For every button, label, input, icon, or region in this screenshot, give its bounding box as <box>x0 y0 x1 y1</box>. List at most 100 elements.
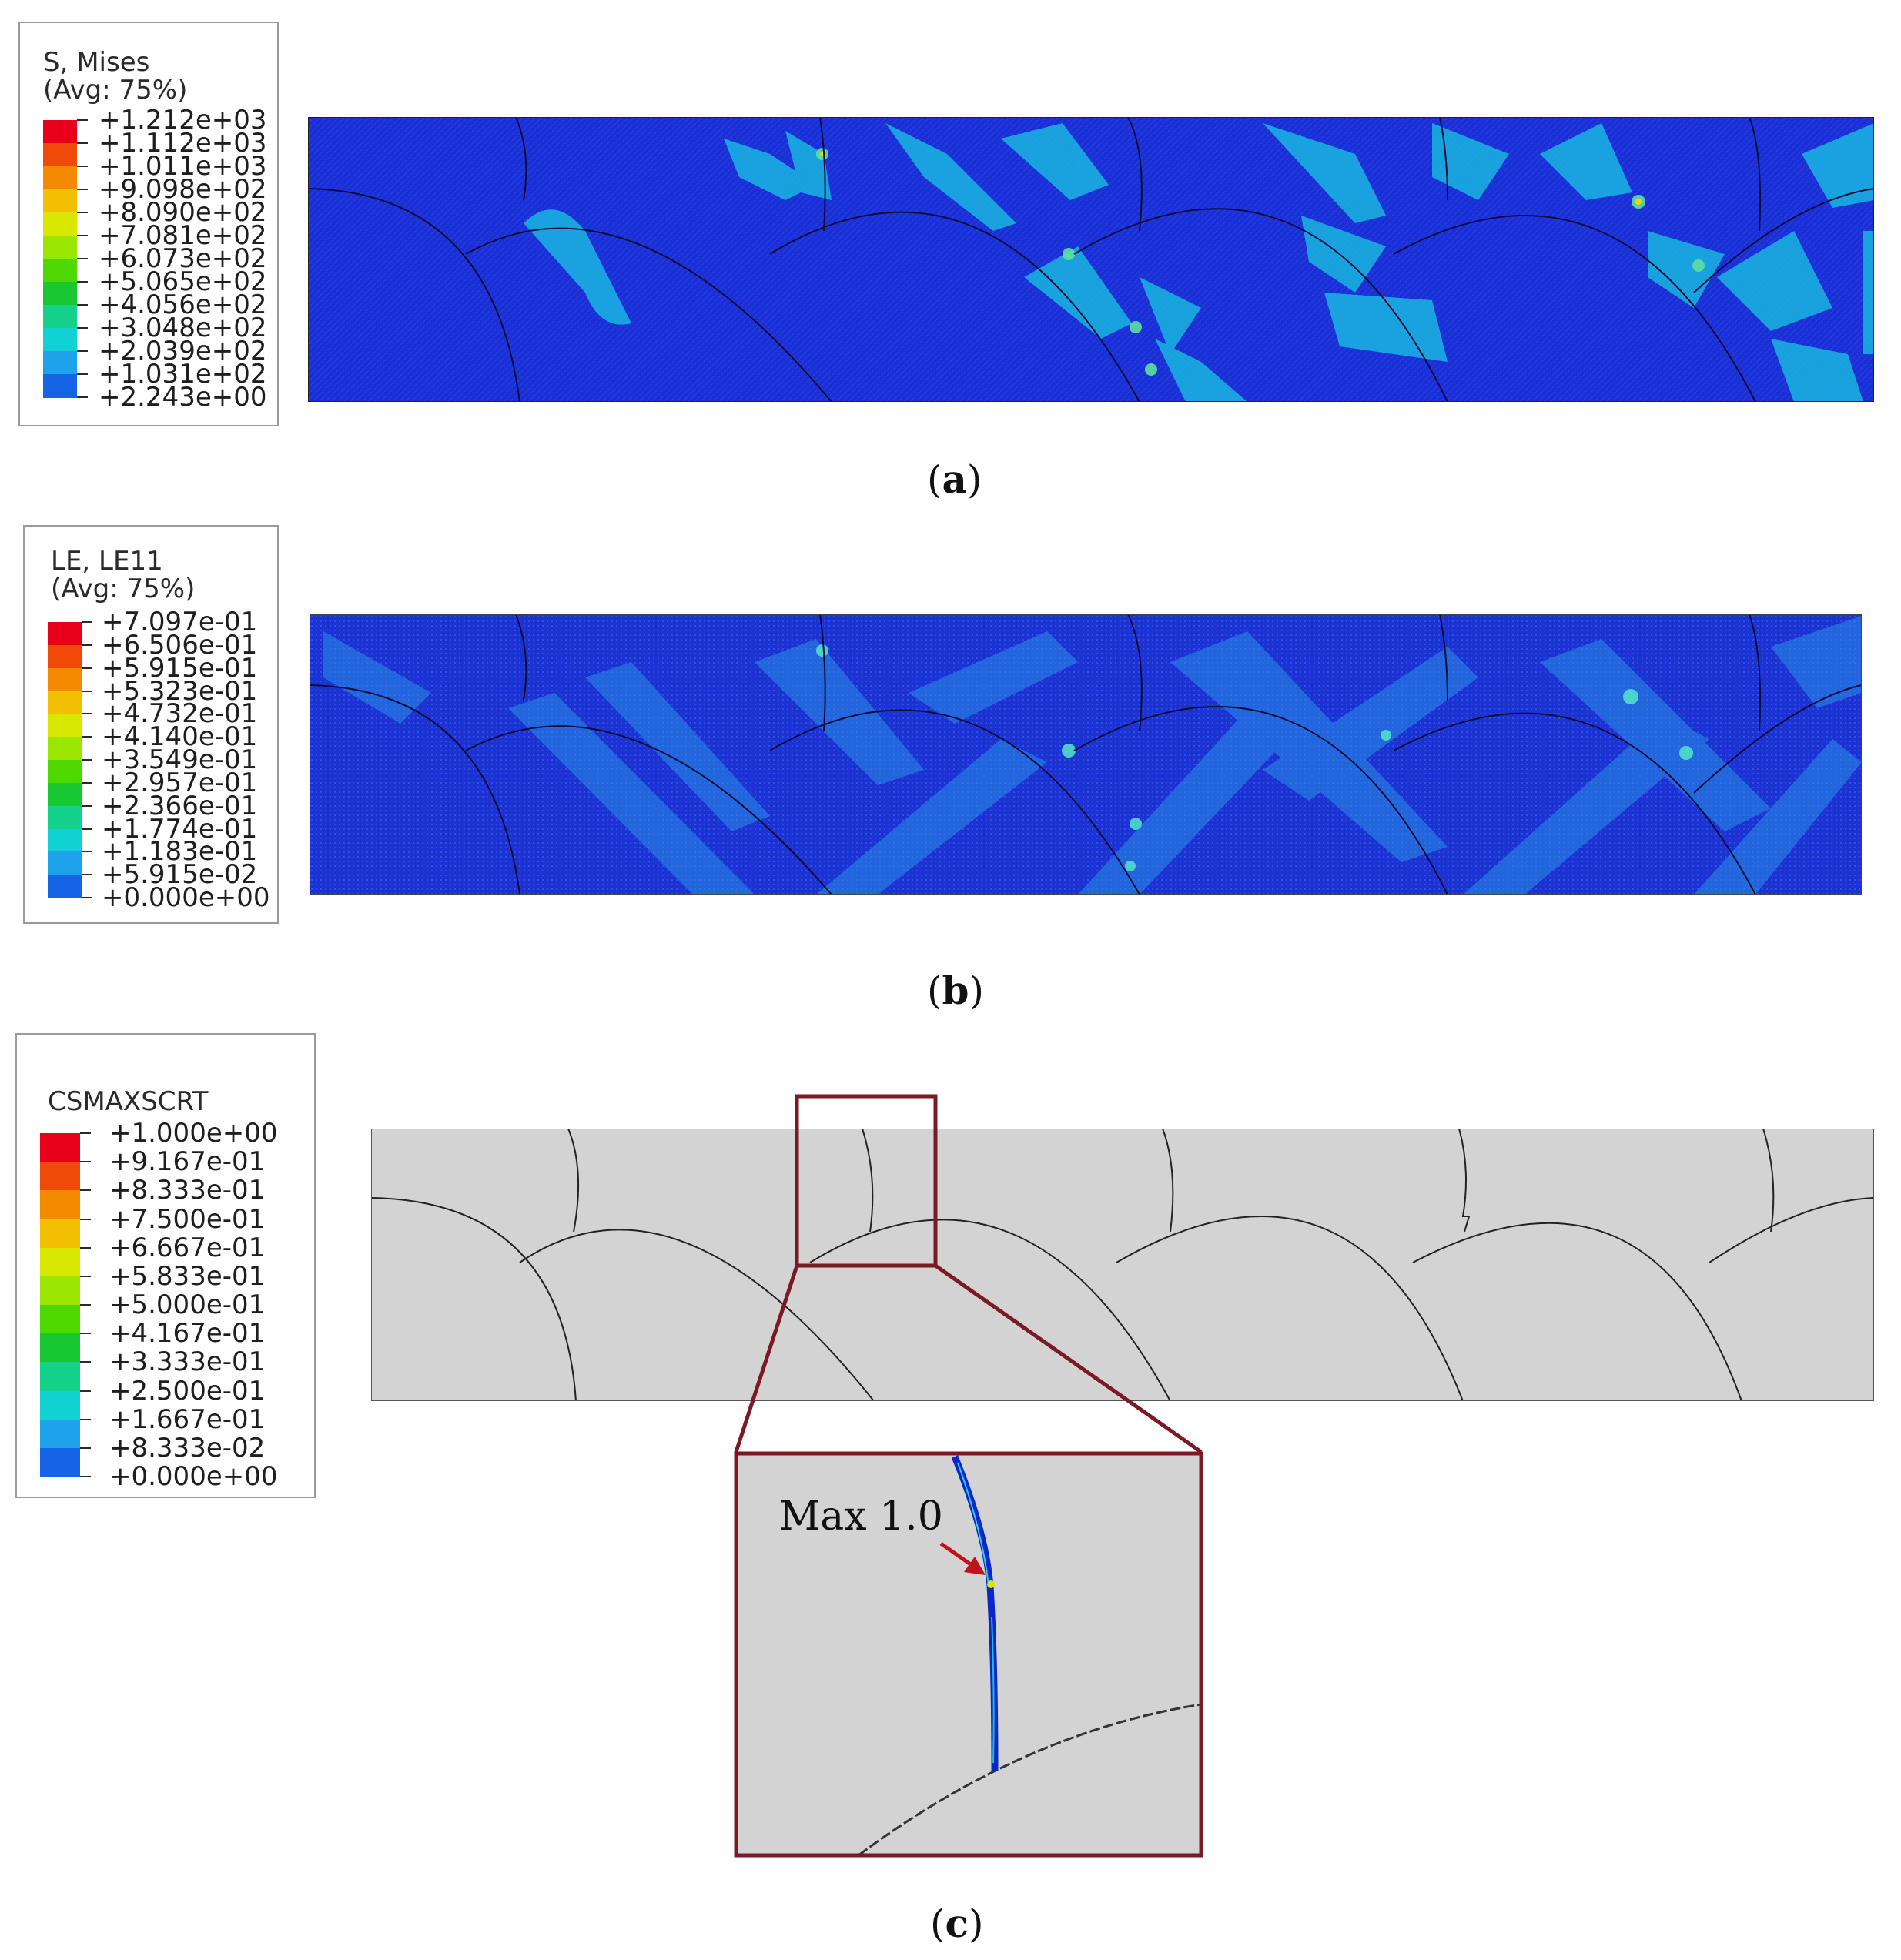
legend-tick <box>80 1476 91 1477</box>
legend-tick <box>82 713 92 715</box>
legend-tick-label: +7.500e-01 <box>109 1203 266 1235</box>
legend-tick <box>77 281 88 283</box>
color-swatch <box>40 1162 80 1191</box>
color-swatch <box>40 1133 80 1162</box>
legend-tick-label: +5.065e+02 <box>99 266 267 297</box>
stress-shear-bands <box>524 123 1874 402</box>
legend-tick-label: +5.000e-01 <box>109 1289 266 1320</box>
color-scale <box>40 1133 80 1477</box>
color-swatch <box>48 851 82 875</box>
color-swatch <box>48 737 82 761</box>
color-swatch <box>43 166 77 190</box>
color-swatch <box>43 351 77 375</box>
legend-tick-label: +8.333e-01 <box>109 1175 266 1206</box>
color-swatch <box>43 305 77 329</box>
legend-tick <box>82 897 92 898</box>
color-scale <box>48 622 82 898</box>
legend-tick-label: +5.323e-01 <box>102 675 258 707</box>
legend-tick-label: +8.333e-02 <box>109 1432 266 1463</box>
legend-tick <box>82 736 92 738</box>
legend-tick <box>80 1246 91 1249</box>
legend-tick <box>82 851 92 853</box>
legend-tick-label: +9.167e-01 <box>109 1146 266 1178</box>
legend-tick-label: +1.183e-01 <box>102 836 258 868</box>
strain-hotspots <box>816 644 1693 871</box>
legend-tick <box>80 1361 91 1363</box>
legend-tick-label: +3.549e-01 <box>102 744 258 775</box>
legend-tick <box>77 235 88 236</box>
legend-tick <box>77 142 88 144</box>
max-annotation: Max 1.0 <box>779 1493 943 1540</box>
legend-tick <box>77 189 88 190</box>
legend-tick <box>77 212 88 213</box>
legend-tick <box>80 1189 91 1192</box>
color-swatch <box>40 1247 80 1277</box>
legend-title: CSMAXSCRT <box>48 1086 209 1117</box>
legend-tick-label: +8.090e+02 <box>99 197 267 228</box>
legend-tick-label: +1.011e+03 <box>99 151 267 182</box>
legend-tick-label: +0.000e+00 <box>102 882 270 913</box>
color-swatch <box>48 782 82 807</box>
color-swatch <box>43 374 77 398</box>
stress-field-background <box>308 117 1874 402</box>
legend-tick-label: +2.243e+00 <box>99 382 267 413</box>
legend-tick <box>77 373 88 375</box>
color-swatch <box>43 328 77 352</box>
legend-tick <box>82 828 92 830</box>
legend-tick <box>77 304 88 306</box>
legend-tick <box>80 1275 91 1277</box>
splat-boundaries-b <box>310 614 1862 895</box>
legend-tick-label: +5.833e-01 <box>109 1260 266 1292</box>
color-swatch <box>40 1190 80 1219</box>
mesh-background <box>371 1129 1874 1401</box>
max-arrow <box>939 1541 986 1575</box>
color-swatch <box>43 236 77 259</box>
legend-tick-label: +7.097e-01 <box>102 607 258 637</box>
legend-tick <box>80 1161 91 1163</box>
legend-tick-label: +3.333e-01 <box>109 1346 266 1378</box>
legend-tick <box>82 874 92 876</box>
legend-tick <box>80 1418 91 1420</box>
color-swatch <box>40 1333 80 1363</box>
legend-tick <box>82 644 92 646</box>
legend-tick-label: +6.667e-01 <box>109 1232 266 1263</box>
color-swatch <box>43 212 77 236</box>
legend-title: S, Mises <box>43 47 150 78</box>
color-swatch <box>43 189 77 213</box>
caption-a: (a) <box>927 457 982 502</box>
color-swatch <box>48 828 82 852</box>
color-swatch <box>40 1419 80 1449</box>
legend-tick-label: +6.073e+02 <box>99 243 267 274</box>
legend-tick <box>82 690 92 692</box>
legend-tick-label: +1.031e+02 <box>99 359 267 390</box>
color-swatch <box>43 143 77 167</box>
legend-tick <box>77 166 88 167</box>
legend-tick-label: +4.732e-01 <box>102 698 258 730</box>
legend-tick-label: +5.915e-02 <box>102 859 258 891</box>
legend-tick <box>82 621 92 623</box>
legend-subtitle: (Avg: 75%) <box>51 574 196 604</box>
color-scale <box>43 120 77 398</box>
legend-tick <box>77 327 88 329</box>
legend-tick-label: +2.039e+02 <box>99 336 267 366</box>
caption-b: (b) <box>927 968 984 1013</box>
color-swatch <box>48 622 82 646</box>
color-swatch <box>48 875 82 898</box>
legend-tick-label: +3.048e+02 <box>99 313 267 343</box>
legend-tick <box>82 804 92 807</box>
legend-tick-label: +5.915e-01 <box>102 652 258 684</box>
legend-tick <box>80 1447 91 1449</box>
legend-tick-label: +7.081e+02 <box>99 220 267 251</box>
color-swatch <box>48 667 82 691</box>
color-swatch <box>48 805 82 829</box>
stress-hotspots <box>816 148 1705 376</box>
legend-tick <box>82 759 92 761</box>
legend-title: LE, LE11 <box>51 546 163 577</box>
legend-tick-label: +1.667e-01 <box>109 1403 266 1435</box>
color-swatch <box>40 1305 80 1334</box>
legend-tick-label: +4.167e-01 <box>109 1318 266 1350</box>
color-swatch <box>48 714 82 738</box>
legend-tick <box>80 1304 91 1306</box>
zoom-region-box <box>795 1094 938 1268</box>
legend-tick-label: +1.112e+03 <box>99 128 267 159</box>
